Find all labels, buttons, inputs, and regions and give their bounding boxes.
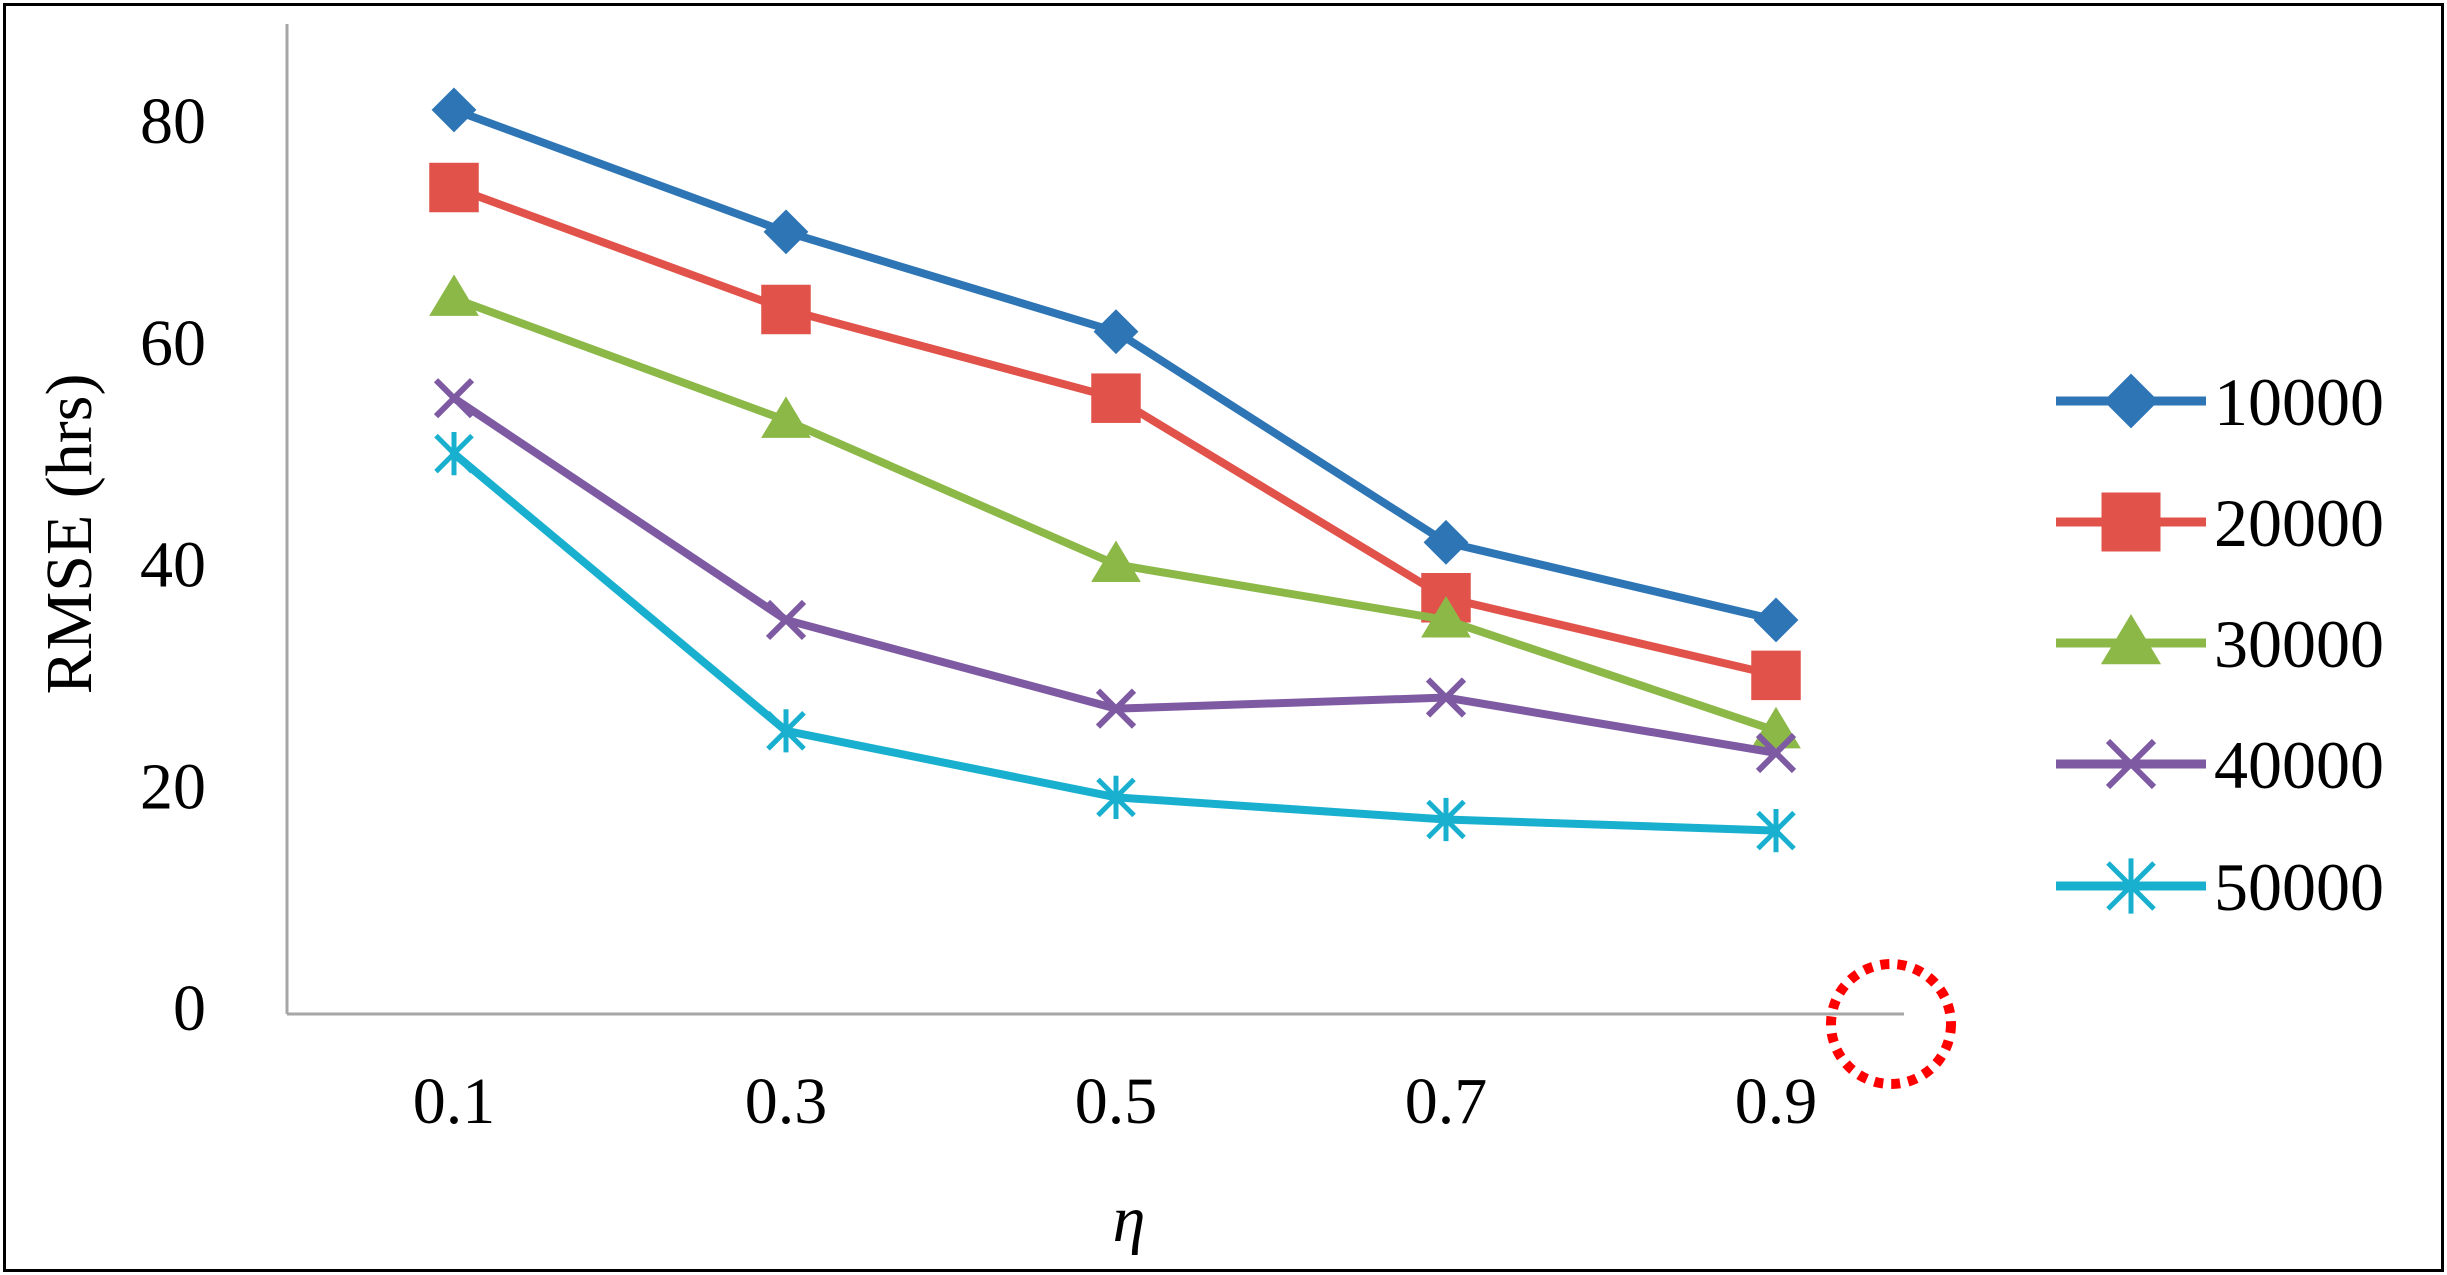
y-tick-label: 20 bbox=[140, 750, 206, 823]
legend-label: 50000 bbox=[2214, 849, 2384, 925]
data-point-marker bbox=[763, 209, 809, 255]
y-tick-label: 80 bbox=[140, 85, 206, 158]
legend-item: 10000 bbox=[2056, 364, 2384, 440]
legend-item: 20000 bbox=[2056, 485, 2384, 561]
x-tick-label: 0.1 bbox=[413, 1065, 496, 1138]
x-tick-label: 0.7 bbox=[1405, 1065, 1488, 1138]
y-tick-label: 0 bbox=[173, 972, 206, 1045]
data-point-marker bbox=[429, 162, 479, 213]
data-point-marker bbox=[1755, 732, 1797, 774]
data-point-marker bbox=[433, 378, 475, 419]
x-tick-label: 0.9 bbox=[1735, 1065, 1818, 1138]
data-point-marker bbox=[1091, 373, 1141, 423]
series-line bbox=[450, 183, 1780, 680]
legend-item: 50000 bbox=[2056, 849, 2384, 925]
series-line bbox=[450, 449, 1780, 835]
legend-marker bbox=[2103, 373, 2159, 429]
legend-item: 40000 bbox=[2056, 727, 2384, 803]
series-50000 bbox=[434, 432, 1796, 853]
data-point-marker bbox=[766, 709, 806, 753]
series-line bbox=[450, 294, 1780, 735]
x-tick-label: 0.3 bbox=[745, 1065, 828, 1138]
x-tick-label: 0.5 bbox=[1075, 1065, 1158, 1138]
legend-label: 20000 bbox=[2214, 485, 2384, 561]
legend-marker bbox=[2105, 738, 2157, 790]
data-point-marker bbox=[1751, 650, 1801, 701]
y-tick-label: 40 bbox=[140, 529, 206, 602]
data-point-marker bbox=[429, 274, 479, 316]
data-point-marker bbox=[1093, 309, 1139, 355]
series-40000 bbox=[433, 378, 1797, 774]
axes bbox=[285, 24, 1904, 1016]
series-lines bbox=[429, 87, 1801, 853]
data-point-marker bbox=[1095, 688, 1137, 729]
legend-marker bbox=[2101, 492, 2161, 552]
data-point-marker bbox=[761, 284, 811, 335]
series-10000 bbox=[431, 87, 1799, 643]
data-point-marker bbox=[1425, 677, 1467, 718]
legend-item: 30000 bbox=[2056, 606, 2384, 682]
data-point-marker bbox=[761, 396, 811, 438]
data-point-marker bbox=[1096, 775, 1136, 819]
line-chart: 0 20 40 60 80 0.1 0.3 0.5 0.7 0.9 RMSE (hrs) η 1… bbox=[33, 24, 2384, 1256]
data-point-marker bbox=[1421, 595, 1471, 638]
legend-label: 30000 bbox=[2214, 606, 2384, 682]
data-point-marker bbox=[1423, 519, 1469, 565]
y-tick-labels: 0 20 40 60 80 bbox=[140, 85, 206, 1045]
y-axis-title: RMSE (hrs) bbox=[33, 374, 106, 695]
legend: 10000 20000 30000 40000 50000 bbox=[2056, 364, 2384, 925]
data-point-marker bbox=[1091, 540, 1141, 582]
series-20000 bbox=[429, 162, 1801, 701]
legend-marker bbox=[2106, 858, 2156, 914]
data-point-marker bbox=[1753, 597, 1799, 643]
legend-label: 40000 bbox=[2214, 727, 2384, 803]
annotation-circle bbox=[1826, 959, 1956, 1089]
legend-label: 10000 bbox=[2214, 364, 2384, 440]
data-point-marker bbox=[765, 599, 807, 641]
chart-frame: 0 20 40 60 80 0.1 0.3 0.5 0.7 0.9 RMSE (hrs) η 1… bbox=[3, 3, 2444, 1272]
data-point-marker bbox=[1426, 797, 1466, 842]
data-point-marker bbox=[1756, 809, 1796, 853]
data-point-marker bbox=[434, 432, 474, 476]
y-tick-label: 60 bbox=[140, 307, 206, 380]
data-point-marker bbox=[431, 87, 477, 133]
legend-marker bbox=[2100, 614, 2162, 665]
x-tick-labels: 0.1 0.3 0.5 0.7 0.9 bbox=[413, 1065, 1818, 1138]
x-axis-title: η bbox=[1113, 1183, 1146, 1256]
